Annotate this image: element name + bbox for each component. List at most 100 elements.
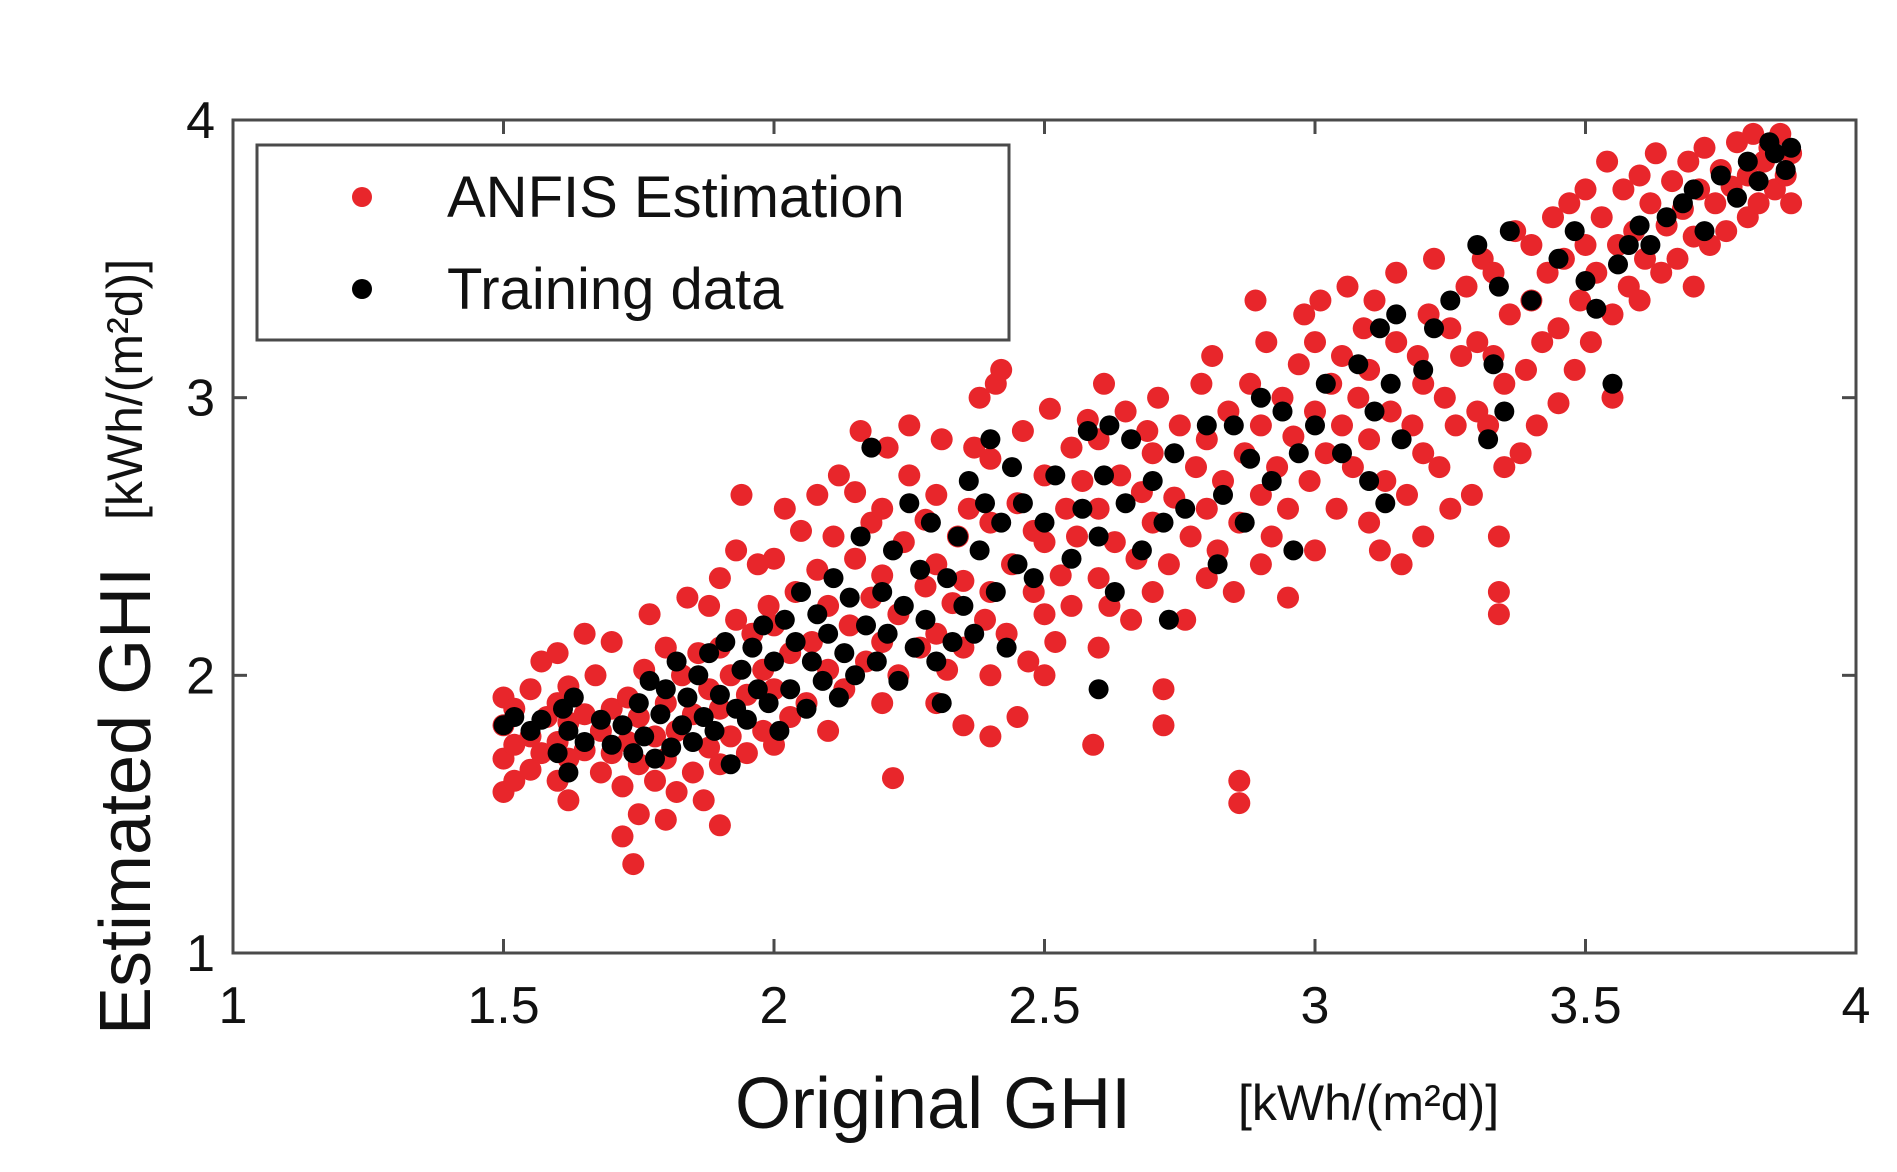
anfis-point	[1033, 531, 1056, 554]
anfis-point	[790, 519, 812, 542]
anfis-point	[1558, 192, 1581, 215]
training-point	[899, 493, 920, 514]
anfis-point	[530, 650, 553, 673]
training-point	[807, 604, 828, 625]
training-point	[1164, 443, 1185, 464]
anfis-point	[1114, 400, 1137, 423]
anfis-point	[990, 358, 1013, 381]
anfis-point	[1147, 386, 1170, 409]
training-point	[1094, 465, 1114, 486]
training-point	[801, 651, 822, 672]
training-point	[547, 743, 568, 764]
training-point	[672, 715, 692, 736]
legend-label-training: Training data	[447, 257, 784, 322]
training-point	[531, 709, 552, 730]
training-point	[1467, 235, 1488, 255]
anfis-point	[611, 775, 634, 798]
training-point	[709, 684, 730, 705]
anfis-point	[1682, 275, 1705, 298]
training-point	[785, 632, 806, 652]
training-point	[504, 707, 525, 727]
training-point	[969, 540, 990, 561]
training-point	[628, 693, 649, 714]
training-point	[823, 568, 844, 589]
anfis-point	[1374, 470, 1397, 492]
anfis-point	[914, 575, 937, 598]
anfis-point	[1493, 456, 1516, 479]
anfis-point	[1304, 331, 1326, 354]
training-point	[1413, 359, 1434, 380]
training-point	[1602, 373, 1623, 394]
training-point	[1386, 304, 1407, 325]
anfis-point	[725, 539, 748, 562]
training-point	[634, 726, 655, 747]
anfis-point	[725, 608, 748, 631]
training-point	[1234, 512, 1255, 533]
anfis-point	[1596, 150, 1619, 173]
anfis-point	[1542, 206, 1564, 229]
anfis-point	[1644, 142, 1667, 165]
training-point	[1748, 171, 1769, 192]
training-point	[1710, 165, 1731, 186]
training-point	[937, 568, 958, 589]
training-point	[639, 670, 660, 691]
training-point	[1775, 160, 1796, 180]
y-axis-label: Estimated GHI	[86, 567, 166, 1035]
y-tick-label: 2	[186, 647, 215, 705]
anfis-point	[957, 497, 980, 520]
anfis-point	[1277, 586, 1299, 609]
anfis-point	[757, 594, 780, 617]
training-point	[834, 643, 855, 664]
anfis-point	[1331, 414, 1353, 437]
anfis-point	[1498, 303, 1521, 326]
training-point	[1250, 387, 1271, 408]
training-point	[1288, 443, 1309, 464]
training-point	[1608, 254, 1628, 275]
anfis-point	[1385, 331, 1408, 354]
anfis-point	[1385, 261, 1408, 284]
training-point	[1781, 137, 1802, 158]
x-tick-label: 4	[1842, 977, 1871, 1035]
anfis-point	[708, 697, 731, 720]
training-point	[1196, 415, 1217, 436]
anfis-point	[1055, 497, 1078, 520]
training-point	[942, 632, 963, 652]
training-point	[1099, 415, 1120, 436]
anfis-point	[1141, 581, 1164, 603]
anfis-point	[1120, 608, 1143, 631]
training-point	[975, 493, 995, 514]
training-point	[774, 609, 795, 630]
training-point	[1694, 221, 1715, 242]
training-point	[926, 651, 947, 672]
training-point	[1077, 421, 1098, 441]
anfis-point	[1168, 414, 1191, 437]
training-point	[888, 670, 909, 691]
anfis-point	[1141, 442, 1164, 465]
training-point	[1012, 493, 1033, 514]
anfis-point	[1726, 131, 1748, 154]
training-point	[991, 512, 1012, 533]
anfis-point	[1412, 372, 1435, 395]
anfis-point	[1742, 122, 1765, 145]
training-point	[1764, 143, 1785, 164]
anfis-point	[654, 808, 677, 831]
training-point	[1034, 512, 1055, 533]
training-point	[1175, 498, 1196, 519]
anfis-point	[1487, 603, 1510, 626]
anfis-point	[1439, 317, 1462, 340]
legend-box	[255, 143, 1011, 342]
training-point	[1478, 429, 1499, 450]
anfis-point	[1038, 397, 1061, 420]
anfis-point	[627, 706, 650, 728]
anfis-point	[871, 497, 894, 520]
anfis-point	[1601, 303, 1624, 326]
training-point	[666, 651, 687, 672]
training-point	[1131, 540, 1152, 561]
training-point	[1305, 415, 1325, 436]
training-point	[1315, 373, 1336, 394]
training-point	[947, 526, 968, 547]
anfis-point	[1574, 178, 1597, 201]
anfis-point	[530, 742, 553, 765]
training-point	[601, 734, 622, 755]
training-point	[1272, 401, 1293, 422]
